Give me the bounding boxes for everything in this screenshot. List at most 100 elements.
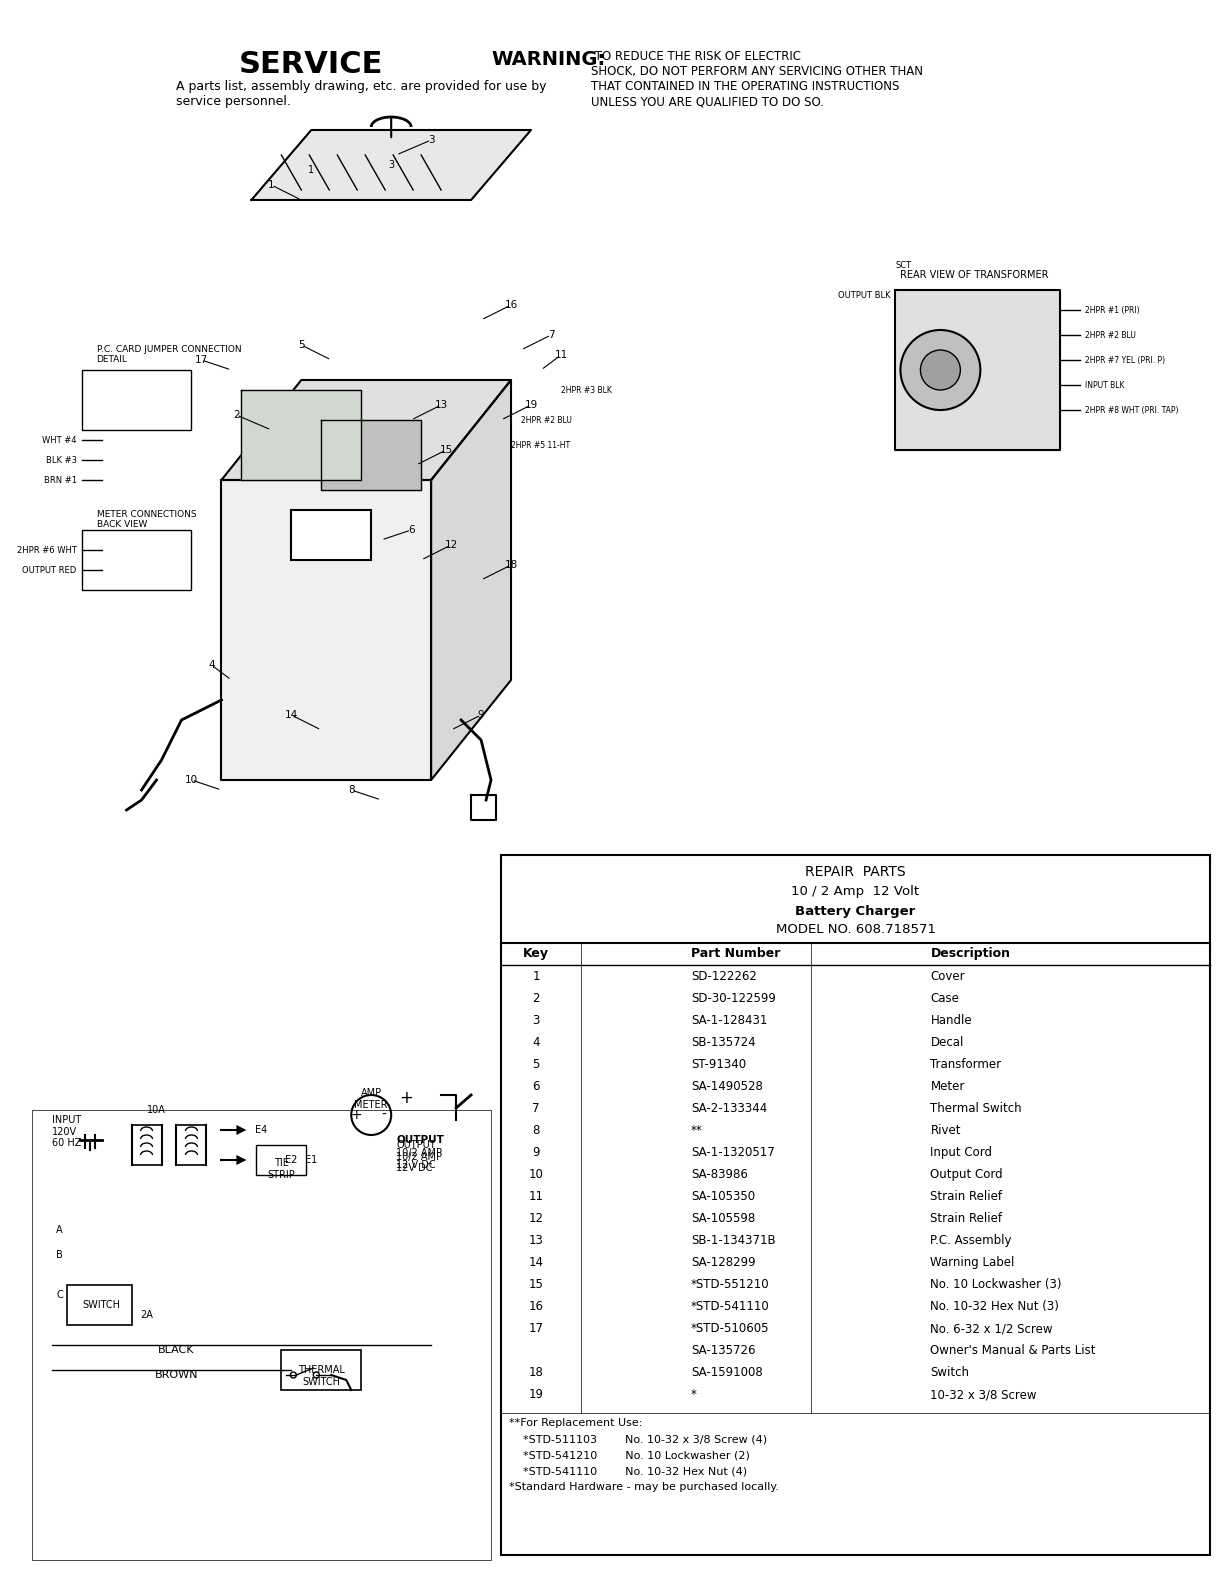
Text: SB-1-134371B: SB-1-134371B — [690, 1234, 775, 1247]
Bar — [32, 1110, 491, 1560]
Text: Thermal Switch: Thermal Switch — [930, 1102, 1022, 1115]
Text: 5: 5 — [297, 341, 305, 350]
Text: Battery Charger: Battery Charger — [796, 904, 916, 919]
Text: 2HPR #2 BLU: 2HPR #2 BLU — [521, 415, 572, 425]
Text: Rivet: Rivet — [930, 1125, 961, 1137]
Text: Owner's Manual & Parts List: Owner's Manual & Parts List — [930, 1343, 1095, 1357]
Polygon shape — [251, 130, 531, 200]
Text: 2HPR #5 11-HT: 2HPR #5 11-HT — [512, 440, 570, 450]
Text: 1: 1 — [268, 181, 274, 190]
Text: B: B — [56, 1250, 64, 1259]
Text: 7: 7 — [547, 329, 554, 341]
Text: SA-135726: SA-135726 — [690, 1343, 755, 1357]
Text: 2HPR #3 BLK: 2HPR #3 BLK — [561, 385, 612, 394]
Text: 5: 5 — [532, 1058, 540, 1071]
Text: Meter: Meter — [930, 1080, 965, 1093]
Text: OUTPUT
10/2 AMP
12V DC: OUTPUT 10/2 AMP 12V DC — [397, 1140, 442, 1174]
Text: BROWN: BROWN — [154, 1370, 198, 1380]
Text: BLK #3: BLK #3 — [45, 456, 77, 464]
Text: SA-2-133344: SA-2-133344 — [690, 1102, 767, 1115]
Text: BRN #1: BRN #1 — [44, 475, 77, 485]
Text: 2: 2 — [532, 992, 540, 1004]
Text: +: + — [399, 1090, 414, 1107]
Text: METER CONNECTIONS
BACK VIEW: METER CONNECTIONS BACK VIEW — [97, 510, 196, 529]
Text: BLACK: BLACK — [158, 1345, 195, 1354]
Text: 16: 16 — [504, 299, 518, 310]
Text: **: ** — [690, 1125, 703, 1137]
Text: P.C. CARD JUMPER CONNECTION
DETAIL: P.C. CARD JUMPER CONNECTION DETAIL — [97, 345, 241, 364]
Text: SA-1-128431: SA-1-128431 — [690, 1014, 767, 1026]
Bar — [176, 1125, 207, 1164]
Text: 3: 3 — [388, 160, 394, 169]
Text: SA-128299: SA-128299 — [690, 1256, 755, 1269]
Text: WHT #4: WHT #4 — [42, 436, 77, 445]
Circle shape — [901, 329, 980, 410]
Text: A parts list, assembly drawing, etc. are provided for use by
service personnel.: A parts list, assembly drawing, etc. are… — [176, 81, 547, 108]
Text: 19: 19 — [529, 1388, 543, 1400]
Text: SA-1591008: SA-1591008 — [690, 1365, 763, 1380]
Text: 15: 15 — [529, 1278, 543, 1291]
Text: SERVICE: SERVICE — [239, 51, 383, 79]
Text: 10 / 2 Amp  12 Volt: 10 / 2 Amp 12 Volt — [792, 885, 919, 898]
Text: SA-105598: SA-105598 — [690, 1212, 755, 1224]
Bar — [501, 855, 1211, 1555]
Text: 1: 1 — [308, 165, 315, 174]
Text: 10A: 10A — [147, 1106, 166, 1115]
Polygon shape — [236, 1155, 246, 1164]
Text: 15: 15 — [439, 445, 453, 455]
Text: *: * — [690, 1388, 696, 1400]
Text: *STD-541110        No. 10-32 Hex Nut (4): *STD-541110 No. 10-32 Hex Nut (4) — [509, 1467, 747, 1476]
Text: SD-122262: SD-122262 — [690, 969, 756, 984]
Text: 12 V DC: 12 V DC — [397, 1159, 436, 1171]
Circle shape — [920, 350, 961, 390]
Text: 2A: 2A — [140, 1310, 153, 1319]
Text: Key: Key — [523, 947, 550, 960]
Text: *STD-510605: *STD-510605 — [690, 1323, 769, 1335]
Text: 13: 13 — [529, 1234, 543, 1247]
Text: 1: 1 — [532, 969, 540, 984]
Text: *STD-511103        No. 10-32 x 3/8 Screw (4): *STD-511103 No. 10-32 x 3/8 Screw (4) — [509, 1434, 767, 1445]
Text: Transformer: Transformer — [930, 1058, 1001, 1071]
Text: 9: 9 — [477, 710, 485, 721]
Text: SA-1490528: SA-1490528 — [690, 1080, 763, 1093]
Text: No. 10 Lockwasher (3): No. 10 Lockwasher (3) — [930, 1278, 1062, 1291]
Bar — [282, 1350, 361, 1391]
Polygon shape — [222, 380, 512, 480]
Text: 10: 10 — [185, 775, 198, 786]
Text: OUTPUT: OUTPUT — [397, 1136, 444, 1145]
Text: 8: 8 — [532, 1125, 540, 1137]
Bar — [256, 1145, 306, 1175]
Polygon shape — [431, 380, 512, 779]
Text: 2HPR #7 YEL (PRI. P): 2HPR #7 YEL (PRI. P) — [1086, 355, 1165, 364]
Text: 4: 4 — [532, 1036, 540, 1049]
Text: E1: E1 — [305, 1155, 317, 1164]
Text: 19: 19 — [524, 401, 537, 410]
Text: 17: 17 — [529, 1323, 543, 1335]
Text: 9: 9 — [532, 1145, 540, 1159]
Text: 3: 3 — [532, 1014, 540, 1026]
Text: C: C — [56, 1289, 64, 1300]
Text: SA-1-1320517: SA-1-1320517 — [690, 1145, 775, 1159]
Polygon shape — [321, 420, 421, 489]
Text: SWITCH: SWITCH — [82, 1300, 121, 1310]
Polygon shape — [241, 390, 361, 480]
Text: 2HPR #6 WHT: 2HPR #6 WHT — [17, 545, 77, 554]
Text: Output Cord: Output Cord — [930, 1167, 1002, 1182]
Text: 6: 6 — [532, 1080, 540, 1093]
Text: Part Number: Part Number — [690, 947, 780, 960]
Bar — [82, 371, 191, 429]
Polygon shape — [222, 480, 431, 779]
Text: 11: 11 — [554, 350, 568, 360]
Text: 10-32 x 3/8 Screw: 10-32 x 3/8 Screw — [930, 1388, 1037, 1400]
Text: 14: 14 — [285, 710, 297, 721]
Bar — [66, 1285, 131, 1324]
Text: Strain Relief: Strain Relief — [930, 1190, 1002, 1202]
Text: AMP
METER: AMP METER — [355, 1088, 388, 1110]
Text: WARNING:: WARNING: — [491, 51, 606, 70]
Text: SB-135724: SB-135724 — [690, 1036, 755, 1049]
Text: SCT: SCT — [896, 260, 912, 269]
Text: 12: 12 — [444, 540, 458, 550]
Text: 8: 8 — [348, 786, 355, 795]
Text: E2: E2 — [285, 1155, 297, 1164]
Text: TO REDUCE THE RISK OF ELECTRIC
SHOCK, DO NOT PERFORM ANY SERVICING OTHER THAN
TH: TO REDUCE THE RISK OF ELECTRIC SHOCK, DO… — [591, 51, 923, 108]
